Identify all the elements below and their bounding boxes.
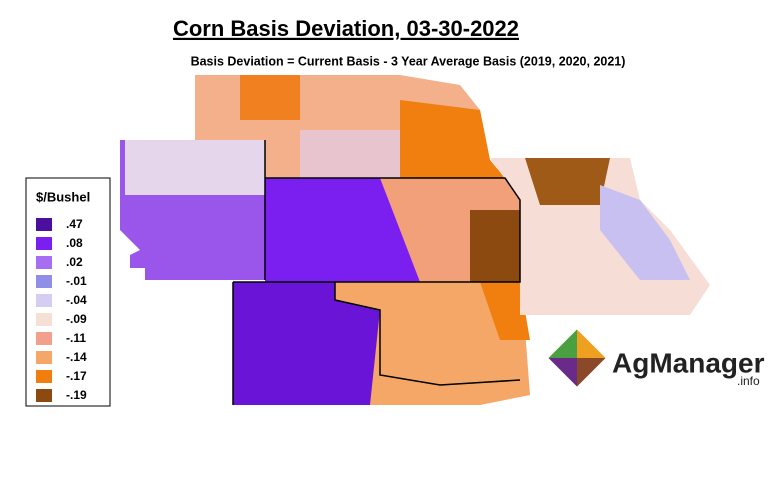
legend: $/Bushel .47 .08 .02 -.01 -.04 -.09 -.11 -.14 -.… — [25, 177, 111, 407]
legend-swatch — [36, 237, 52, 250]
legend-label: -.01 — [66, 274, 87, 288]
legend-label: -.14 — [66, 350, 87, 364]
legend-label: .08 — [66, 236, 83, 250]
region — [240, 75, 300, 120]
region — [125, 140, 265, 195]
legend-swatch — [36, 275, 52, 288]
legend-label: -.11 — [66, 331, 86, 345]
title: Corn Basis Deviation, 03-30-2022 — [173, 16, 519, 41]
map — [120, 75, 710, 405]
region — [470, 210, 520, 282]
region — [265, 178, 420, 282]
legend-label: .02 — [66, 255, 83, 269]
region — [233, 282, 380, 405]
legend-title: $/Bushel — [36, 189, 90, 204]
legend-swatch — [36, 294, 52, 307]
legend-label: .47 — [66, 217, 83, 231]
legend-swatch — [36, 389, 52, 402]
region — [300, 130, 400, 178]
legend-swatch — [36, 370, 52, 383]
legend-swatch — [36, 313, 52, 326]
legend-swatch — [36, 218, 52, 231]
region — [525, 158, 610, 205]
legend-swatch — [36, 351, 52, 364]
legend-label: -.04 — [66, 293, 87, 307]
region — [600, 185, 690, 280]
region — [480, 282, 530, 340]
logo-suffix: .info — [737, 374, 760, 388]
legend-items: .47 .08 .02 -.01 -.04 -.09 -.11 -.14 -.17 -.19 — [36, 217, 87, 402]
legend-swatch — [36, 332, 52, 345]
logo: AgManager .info — [545, 326, 765, 390]
legend-box — [25, 177, 111, 407]
legend-label: -.19 — [66, 388, 87, 402]
logo-name: AgManager — [612, 347, 765, 378]
legend-label: -.17 — [66, 369, 87, 383]
legend-swatch — [36, 256, 52, 269]
region — [400, 100, 505, 178]
subtitle: Basis Deviation = Current Basis - 3 Year… — [191, 54, 626, 68]
legend-label: -.09 — [66, 312, 87, 326]
